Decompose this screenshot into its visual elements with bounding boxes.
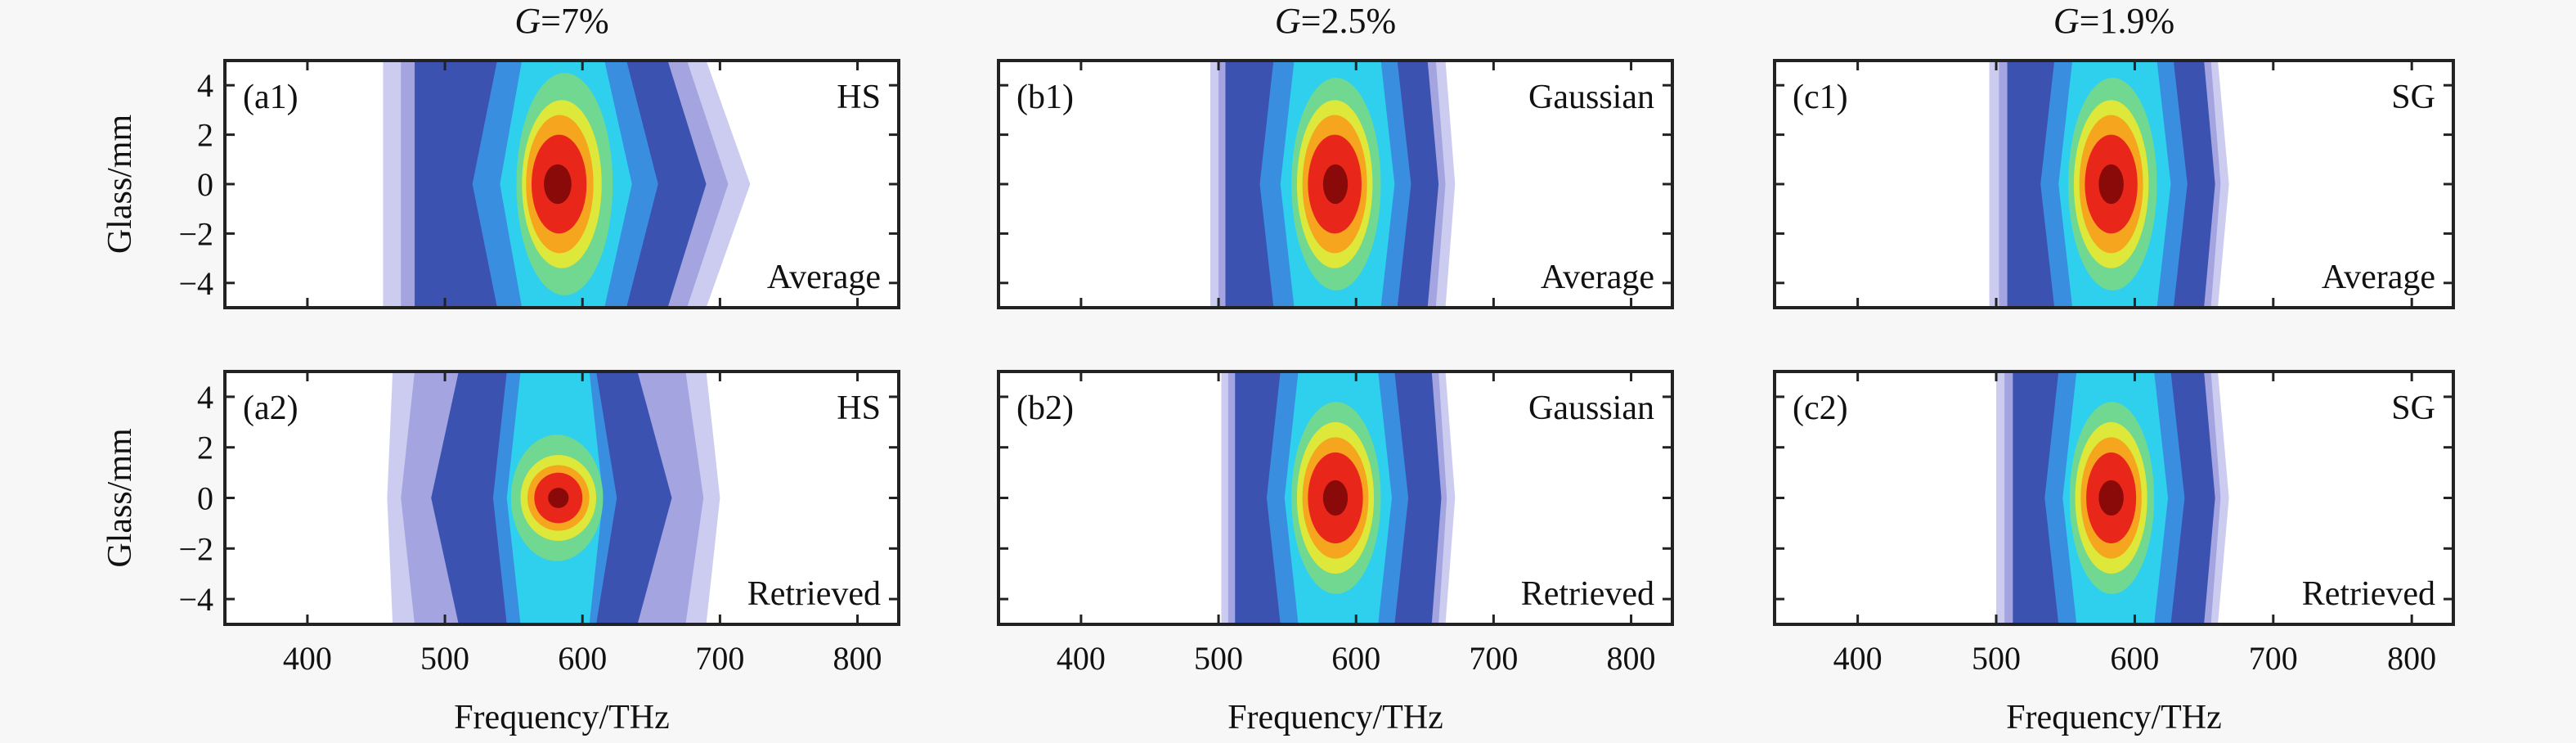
column-title: G=7% <box>514 1 608 41</box>
contour-level-9 <box>2098 480 2124 516</box>
data-kind-label: Average <box>767 259 881 296</box>
panel-label: (c2) <box>1793 390 1848 427</box>
contour-group <box>383 61 751 308</box>
x-tick-label: 700 <box>1469 640 1518 677</box>
panel-c1: (c1) SG Average <box>1773 59 2455 309</box>
panel-label: (c1) <box>1793 79 1848 116</box>
pulse-type-label: Gaussian <box>1528 79 1654 116</box>
x-tick-label: 400 <box>1057 640 1106 677</box>
x-tick-label: 500 <box>420 640 469 677</box>
title-variable: G <box>514 1 541 41</box>
contour-group <box>1989 61 2229 308</box>
contour-group <box>1209 61 1456 308</box>
data-kind-label: Retrieved <box>747 575 881 613</box>
y-tick-label: −2 <box>178 530 213 567</box>
contour-group <box>1221 372 1456 624</box>
x-tick-label: 800 <box>833 640 882 677</box>
x-tick-label: 500 <box>1972 640 2021 677</box>
panel-label: (a1) <box>243 79 298 116</box>
pulse-type-label: SG <box>2391 390 2435 427</box>
x-tick-label: 500 <box>1194 640 1243 677</box>
y-tick-label: 0 <box>197 166 213 203</box>
x-tick-label: 600 <box>1331 640 1380 677</box>
contour-group <box>387 372 720 624</box>
x-tick-label: 600 <box>2110 640 2159 677</box>
title-variable: G <box>2053 1 2080 41</box>
contour-group <box>1996 372 2229 624</box>
contour-level-9 <box>1322 164 1349 205</box>
title-value: =2.5% <box>1301 1 1396 41</box>
x-axis-label: Frequency/THz <box>454 699 670 736</box>
data-kind-label: Average <box>1541 259 1654 296</box>
y-tick-label: 2 <box>197 117 213 154</box>
y-tick-label: −4 <box>178 581 213 618</box>
x-tick-label: 600 <box>558 640 607 677</box>
x-axis-label: Frequency/THz <box>2006 699 2222 736</box>
contour-level-9 <box>548 488 569 508</box>
y-axis-label: Glass/mm <box>101 428 139 568</box>
pulse-type-label: HS <box>837 79 881 116</box>
contour-level-9 <box>2098 164 2124 205</box>
x-tick-label: 400 <box>1833 640 1883 677</box>
column-title: G=2.5% <box>1275 1 1396 41</box>
panel-a2: 400 500 600 700 800 4 2 0 −2 −4 (a2) HS Retrieved Gla… <box>101 370 900 736</box>
panel-b2: 400 500 600 700 800 (b2) Gaussian Retrieved Freq… <box>997 370 1674 736</box>
x-axis-label: Frequency/THz <box>1227 699 1443 736</box>
panel-b1: (b1) Gaussian Average <box>997 59 1674 309</box>
x-tick-label: 800 <box>1607 640 1656 677</box>
pulse-type-label: SG <box>2391 79 2435 116</box>
column-title: G=1.9% <box>2053 1 2174 41</box>
panel-label: (b2) <box>1016 390 1074 427</box>
panel-a1: 4 2 0 −2 −4 (a1) HS Average Glass/mm <box>101 59 900 309</box>
contour-level-9 <box>1322 480 1349 516</box>
panel-label: (a2) <box>243 390 298 427</box>
pulse-type-label: Gaussian <box>1528 390 1654 427</box>
data-kind-label: Retrieved <box>1521 575 1654 613</box>
data-kind-label: Retrieved <box>2302 575 2435 613</box>
panel-label: (b1) <box>1016 79 1074 116</box>
contour-level-9 <box>544 164 572 205</box>
y-tick-label: −2 <box>178 215 213 252</box>
data-kind-label: Average <box>2322 259 2435 296</box>
y-tick-label: 2 <box>197 430 213 466</box>
y-tick-label: 0 <box>197 480 213 517</box>
pulse-type-label: HS <box>837 390 881 427</box>
x-tick-label: 700 <box>2249 640 2298 677</box>
x-tick-label: 400 <box>283 640 332 677</box>
x-tick-label: 700 <box>695 640 744 677</box>
y-axis-label: Glass/mm <box>101 115 139 254</box>
title-value: =1.9% <box>2080 1 2174 41</box>
x-tick-label: 800 <box>2387 640 2436 677</box>
y-tick-label: 4 <box>197 379 213 416</box>
title-value: =7% <box>541 1 608 41</box>
panel-c2: 400 500 600 700 800 (c2) SG Retrieved Frequency/… <box>1773 370 2455 736</box>
title-variable: G <box>1275 1 1301 41</box>
y-tick-label: 4 <box>197 67 213 104</box>
y-tick-label: −4 <box>178 265 213 302</box>
